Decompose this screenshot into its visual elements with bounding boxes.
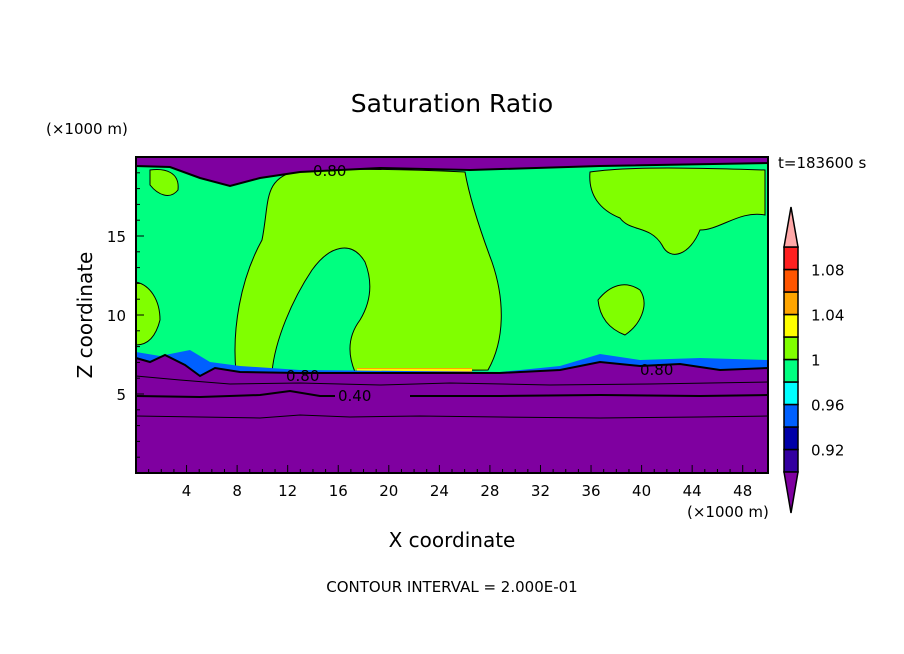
colorbar-swatch (783, 448, 799, 473)
contour-line-0.40 (135, 389, 769, 399)
contour-label: 0.80 (286, 367, 319, 385)
x-tick-label: 36 (581, 482, 600, 500)
x-tick-label: 48 (733, 482, 752, 500)
colorbar: 0.92 0.96 1 1.04 1.08 (783, 206, 844, 514)
contour-interval-footer: CONTOUR INTERVAL = 2.000E-01 (326, 578, 577, 596)
colorbar-swatch (783, 246, 799, 271)
colorbar-swatch (783, 403, 799, 428)
contour-label: 0.80 (640, 361, 673, 379)
colorbar-tick-label: 1.08 (811, 262, 844, 280)
time-label: t=183600 s (778, 154, 866, 172)
contour-field: 0.80 0.80 0.80 0.40 (135, 156, 769, 474)
colorbar-swatch (783, 313, 799, 338)
field-region-1.00-1.02-left (135, 281, 161, 346)
contour-label: 0.80 (313, 162, 346, 180)
colorbar-swatch (783, 268, 799, 293)
colorbar-under-triangle (783, 471, 799, 514)
y-axis: 5 10 15 (107, 172, 144, 458)
y-axis-title: Z coordinate (73, 252, 97, 379)
x-tick-label: 16 (329, 482, 348, 500)
x-tick-label: 4 (182, 482, 192, 500)
colorbar-swatch (783, 291, 799, 316)
colorbar-tick-label: 0.96 (811, 397, 844, 415)
x-axis-title: X coordinate (389, 528, 516, 552)
y-tick-label: 10 (107, 307, 126, 325)
x-unit-label: (×1000 m) (687, 503, 769, 521)
field-region-1.00-1.02-topleft (149, 169, 179, 196)
field-region-1.00-1.02-right-lower (597, 284, 645, 336)
chart-title: Saturation Ratio (351, 89, 553, 118)
colorbar-swatch (783, 381, 799, 406)
y-unit-label: (×1000 m) (46, 120, 128, 138)
colorbar-over-triangle (783, 206, 799, 248)
x-axis: 4 8 12 16 20 24 28 32 36 40 44 48 (148, 465, 756, 500)
colorbar-swatch (783, 426, 799, 451)
contour-line (135, 375, 769, 386)
x-tick-label: 12 (278, 482, 297, 500)
x-tick-label: 20 (379, 482, 398, 500)
x-tick-label: 8 (232, 482, 242, 500)
x-tick-label: 24 (430, 482, 449, 500)
colorbar-swatch (783, 336, 799, 361)
x-tick-label: 32 (531, 482, 550, 500)
colorbar-swatch (783, 358, 799, 383)
field-region-yellow-strip (357, 369, 472, 371)
field-region-1.00-1.02-right (589, 167, 766, 255)
y-tick-label: 15 (107, 228, 126, 246)
contour-line (135, 414, 769, 419)
colorbar-tick-label: 1.04 (811, 307, 844, 325)
x-tick-label: 28 (480, 482, 499, 500)
y-tick-label: 5 (116, 386, 126, 404)
contour-label: 0.40 (338, 387, 371, 405)
field-region-0.98-1.00-hole (271, 247, 371, 373)
colorbar-tick-label: 1 (811, 352, 821, 370)
x-tick-label: 40 (632, 482, 651, 500)
colorbar-tick-label: 0.92 (811, 442, 844, 460)
x-tick-label: 44 (683, 482, 702, 500)
